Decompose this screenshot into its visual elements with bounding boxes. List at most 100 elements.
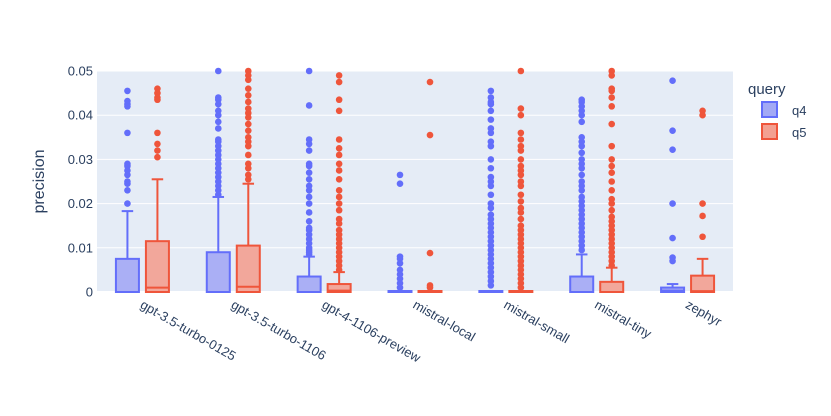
box-q5-4 [508, 67, 534, 293]
x-tick-label: mistral-local [411, 297, 479, 345]
outlier-point [517, 111, 525, 119]
outlier-point [517, 284, 525, 291]
outlier-point [396, 259, 404, 267]
outlier-point [487, 129, 495, 137]
outlier-point [517, 198, 525, 205]
box-q5-2 [326, 72, 352, 294]
outlier-point [578, 111, 586, 119]
legend-title: query [748, 81, 786, 98]
outlier-point [124, 171, 131, 179]
outlier-point [124, 103, 131, 110]
x-tick-label: gpt-4-1106-preview [320, 297, 424, 366]
outlier-point [124, 87, 131, 95]
outlier-point [487, 282, 495, 289]
outlier-point [305, 169, 313, 176]
legend-label: q5 [792, 125, 806, 140]
outlier-point [214, 111, 222, 119]
y-axis-title: precision [31, 149, 48, 213]
outlier-point [124, 200, 131, 207]
outlier-point [335, 145, 343, 152]
outlier-point [244, 120, 252, 128]
x-tick-label: gpt-3.5-turbo-1106 [229, 297, 329, 363]
outlier-point [305, 147, 313, 154]
legend: query q4 q5 [748, 81, 806, 140]
outlier-point [305, 67, 313, 75]
outlier-point [305, 251, 313, 258]
outlier-point [335, 187, 343, 194]
outlier-point [124, 180, 131, 188]
legend-item-q5: q5 [761, 123, 806, 140]
outlier-point [517, 191, 525, 199]
outlier-point [669, 77, 676, 85]
outlier-point [487, 164, 495, 172]
outlier-point [517, 147, 525, 154]
outlier-point [244, 127, 252, 134]
x-axis-ticks: gpt-3.5-turbo-0125gpt-3.5-turbo-1106gpt-… [138, 297, 725, 366]
outlier-point [426, 78, 434, 86]
outlier-point [578, 187, 586, 194]
box-iqr [690, 274, 716, 293]
outlier-point [487, 182, 495, 190]
outlier-point [305, 102, 313, 109]
outlier-point [517, 105, 525, 112]
outlier-point [335, 206, 343, 214]
outlier-point [335, 193, 343, 201]
outlier-point [305, 187, 313, 194]
outlier-point [305, 209, 313, 216]
outlier-point [244, 85, 252, 92]
outlier-point [305, 193, 313, 201]
outlier-point [669, 200, 676, 207]
outlier-point [214, 67, 222, 75]
outlier-point [305, 200, 313, 207]
box-q4-6 [660, 77, 686, 293]
outlier-point [335, 136, 343, 143]
outlier-point [305, 217, 313, 225]
outlier-point [517, 215, 525, 223]
box-iqr [235, 244, 261, 293]
outlier-point [154, 96, 161, 104]
outlier-point [578, 164, 586, 172]
outlier-point [517, 171, 525, 179]
x-tick-label: gpt-3.5-turbo-0125 [138, 297, 239, 364]
outlier-point [608, 103, 616, 110]
outlier-point [335, 151, 343, 159]
outlier-point [608, 187, 616, 194]
outlier-point [335, 175, 343, 183]
outlier-point [244, 92, 252, 99]
box-q4-4 [478, 87, 504, 293]
outlier-point [124, 187, 131, 194]
box-iqr [296, 275, 322, 293]
outlier-point [669, 257, 676, 265]
outlier-point [517, 67, 525, 75]
outlier-point [608, 162, 616, 170]
outlier-point [335, 96, 343, 104]
y-tick-label: 0.03 [68, 152, 93, 167]
outlier-point [517, 182, 525, 190]
box-traces [114, 67, 716, 294]
outlier-point [244, 114, 252, 121]
outlier-point [487, 100, 495, 108]
legend-label: q4 [792, 103, 806, 118]
outlier-point [699, 212, 706, 220]
outlier-point [608, 178, 616, 185]
outlier-point [305, 140, 313, 148]
outlier-point [699, 111, 706, 119]
outlier-point [244, 175, 252, 183]
x-tick-label: zephyr [683, 297, 725, 330]
outlier-point [335, 200, 343, 207]
y-axis-ticks: 0 0.01 0.02 0.03 0.04 0.05 [68, 64, 93, 300]
box-iqr [114, 257, 140, 294]
outlier-point [124, 129, 131, 137]
outlier-point [608, 156, 616, 163]
outlier-point [578, 142, 586, 150]
outlier-point [214, 100, 222, 108]
y-tick-label: 0 [86, 285, 93, 300]
outlier-point [608, 262, 616, 269]
outlier-point [608, 206, 616, 214]
outlier-point [578, 149, 586, 157]
box-q4-1 [205, 67, 231, 293]
outlier-point [578, 171, 586, 179]
outlier-point [517, 156, 525, 163]
outlier-point [608, 169, 616, 176]
outlier-point [244, 98, 252, 106]
